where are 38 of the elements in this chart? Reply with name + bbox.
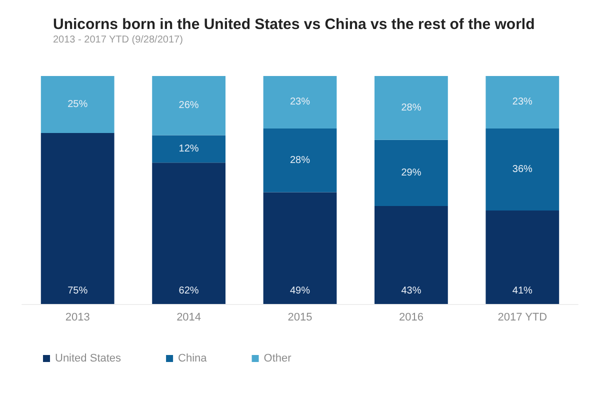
x-tick-label: 2017 YTD (498, 312, 548, 324)
data-label: 41% (512, 286, 533, 296)
chart-title: Unicorns born in the United States vs China vs the rest of the world (53, 16, 535, 33)
legend-label: United States (55, 352, 122, 364)
bar (486, 76, 560, 128)
data-label: 23% (290, 96, 310, 108)
legend-label: China (178, 352, 208, 364)
bar (263, 76, 337, 128)
chart-subtitle: 2013 - 2017 YTD (9/28/2017) (53, 34, 183, 46)
data-label: 28% (290, 154, 310, 166)
legend-label: Other (264, 352, 292, 364)
bar (152, 135, 226, 163)
bar (374, 76, 448, 140)
bar (263, 192, 337, 304)
bar (40, 76, 114, 133)
bar (374, 206, 448, 304)
data-label: 62% (178, 286, 199, 296)
data-label: 43% (401, 286, 422, 296)
bar (40, 133, 114, 304)
data-label: 23% (512, 96, 533, 108)
x-tick-label: 2013 (65, 312, 90, 324)
data-label: 26% (178, 100, 199, 112)
data-label: 36% (512, 164, 533, 175)
data-label: 28% (401, 102, 422, 114)
data-label: 12% (178, 143, 199, 154)
data-label: 75% (68, 286, 88, 296)
x-tick-label: 2016 (398, 312, 424, 324)
bar (152, 76, 226, 136)
bar (486, 128, 560, 211)
data-label: 25% (68, 99, 88, 110)
data-label: 29% (401, 167, 422, 178)
x-tick-label: 2014 (176, 312, 202, 324)
bar (486, 210, 560, 304)
bar (374, 140, 448, 206)
bar (152, 162, 226, 304)
bar (263, 128, 337, 192)
data-label: 49% (290, 286, 310, 296)
x-tick-label: 2015 (288, 312, 312, 324)
